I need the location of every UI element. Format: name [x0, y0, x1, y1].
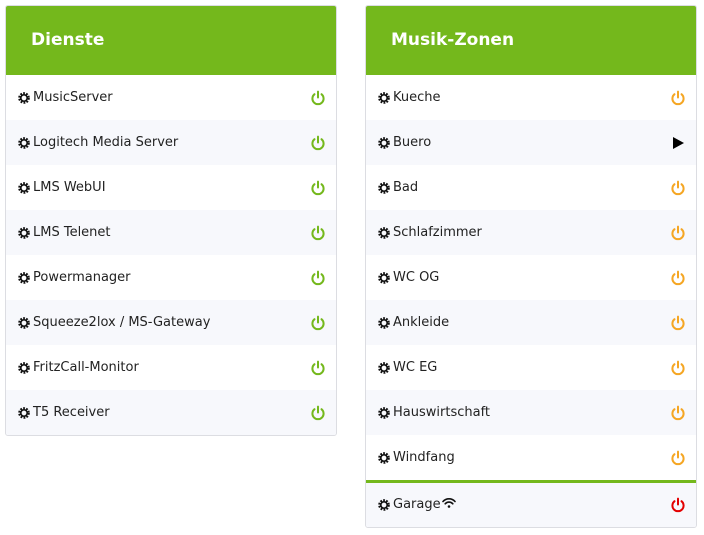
- gear-icon: [18, 271, 30, 284]
- power-button[interactable]: [310, 135, 326, 151]
- item-label[interactable]: Schlafzimmer: [393, 225, 482, 240]
- power-button[interactable]: [670, 90, 686, 106]
- power-button[interactable]: [670, 450, 686, 466]
- list-row[interactable]: Squeeze2lox / MS-Gateway: [6, 300, 336, 345]
- gear-icon: [378, 451, 390, 464]
- power-button[interactable]: [310, 405, 326, 421]
- gear-icon: [378, 181, 390, 194]
- item-label[interactable]: Powermanager: [33, 270, 131, 285]
- item-label[interactable]: MusicServer: [33, 90, 113, 105]
- list-row[interactable]: Windfang: [366, 435, 696, 480]
- list-row[interactable]: LMS WebUI: [6, 165, 336, 210]
- power-button[interactable]: [310, 315, 326, 331]
- power-button[interactable]: [670, 270, 686, 286]
- item-label[interactable]: Ankleide: [393, 315, 450, 330]
- power-button[interactable]: [310, 360, 326, 376]
- item-label[interactable]: Hauswirtschaft: [393, 405, 491, 420]
- gear-icon: [378, 361, 390, 374]
- power-button[interactable]: [670, 360, 686, 376]
- item-label[interactable]: WC OG: [393, 270, 440, 285]
- list-row[interactable]: Schlafzimmer: [366, 210, 696, 255]
- gear-icon: [18, 226, 30, 239]
- list-row[interactable]: Powermanager: [6, 255, 336, 300]
- item-label[interactable]: Squeeze2lox / MS-Gateway: [33, 315, 211, 330]
- list-row[interactable]: Buero: [366, 120, 696, 165]
- list-row[interactable]: LMS Telenet: [6, 210, 336, 255]
- list-row[interactable]: FritzCall-Monitor: [6, 345, 336, 390]
- services-panel: Dienste MusicServer Logitech Media Server…: [5, 5, 337, 436]
- list-row[interactable]: WC OG: [366, 255, 696, 300]
- power-button[interactable]: [310, 90, 326, 106]
- power-button[interactable]: [310, 225, 326, 241]
- gear-icon: [18, 181, 30, 194]
- item-label[interactable]: Garage: [393, 497, 441, 512]
- gear-icon: [378, 406, 390, 419]
- list-row[interactable]: Bad: [366, 165, 696, 210]
- item-label[interactable]: WC EG: [393, 360, 438, 375]
- gear-icon: [18, 406, 30, 419]
- list-row[interactable]: Kueche: [366, 75, 696, 120]
- power-button[interactable]: [310, 180, 326, 196]
- gear-icon: [18, 316, 30, 329]
- item-label[interactable]: Kueche: [393, 90, 441, 105]
- gear-icon: [378, 271, 390, 284]
- gear-icon: [378, 91, 390, 104]
- item-label[interactable]: FritzCall-Monitor: [33, 360, 139, 375]
- gear-icon: [378, 136, 390, 149]
- gear-icon: [378, 499, 390, 511]
- item-label[interactable]: Bad: [393, 180, 419, 195]
- gear-icon: [18, 91, 30, 104]
- power-button[interactable]: [310, 270, 326, 286]
- item-label[interactable]: T5 Receiver: [33, 405, 110, 420]
- list-row[interactable]: MusicServer: [6, 75, 336, 120]
- panel-title: Dienste: [6, 6, 336, 75]
- gear-icon: [18, 361, 30, 374]
- list-row[interactable]: Ankleide: [366, 300, 696, 345]
- list-row[interactable]: Garage: [366, 480, 696, 527]
- item-label[interactable]: Logitech Media Server: [33, 135, 179, 150]
- gear-icon: [18, 136, 30, 149]
- item-label[interactable]: LMS WebUI: [33, 180, 106, 195]
- power-button[interactable]: [670, 315, 686, 331]
- list-row[interactable]: Logitech Media Server: [6, 120, 336, 165]
- wifi-icon: [442, 497, 456, 508]
- power-button[interactable]: [670, 497, 686, 513]
- panel-title: Musik-Zonen: [366, 6, 696, 75]
- item-label[interactable]: LMS Telenet: [33, 225, 111, 240]
- gear-icon: [378, 316, 390, 329]
- play-button[interactable]: [670, 135, 686, 151]
- gear-icon: [378, 226, 390, 239]
- power-button[interactable]: [670, 405, 686, 421]
- item-label[interactable]: Buero: [393, 135, 432, 150]
- list-row[interactable]: WC EG: [366, 345, 696, 390]
- zones-panel: Musik-Zonen Kueche Buero Bad Schlafzimmer WC…: [365, 5, 697, 528]
- list-row[interactable]: Hauswirtschaft: [366, 390, 696, 435]
- item-label[interactable]: Windfang: [393, 450, 455, 465]
- power-button[interactable]: [670, 180, 686, 196]
- list-row[interactable]: T5 Receiver: [6, 390, 336, 435]
- power-button[interactable]: [670, 225, 686, 241]
